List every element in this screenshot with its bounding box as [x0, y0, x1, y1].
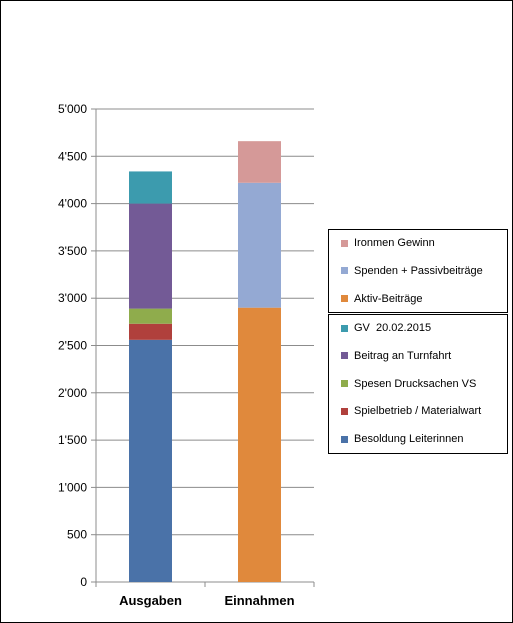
- legend-label: Beitrag an Turnfahrt: [354, 349, 452, 362]
- y-tick-label: 4'500: [58, 149, 87, 163]
- legend-swatch: [341, 435, 348, 443]
- x-category-label: Einnahmen: [224, 593, 294, 608]
- legend-swatch: [341, 239, 348, 247]
- legend-swatch: [341, 295, 348, 303]
- legend-label: Ironmen Gewinn: [354, 237, 435, 249]
- y-tick-label: 3'000: [58, 291, 87, 305]
- y-tick-label: 2'000: [58, 386, 87, 400]
- legend-label: GV 20.02.2015: [354, 322, 432, 334]
- bar-segment: [129, 308, 172, 324]
- bar-segment: [238, 141, 281, 183]
- legend-swatch: [341, 352, 348, 360]
- y-tick-label: 500: [67, 528, 87, 542]
- legend-item: GV 20.02.2015: [341, 321, 431, 335]
- bar-segment: [238, 182, 281, 308]
- bar-segment: [238, 307, 281, 582]
- y-tick-label: 4'000: [58, 197, 87, 211]
- bar-segment: [129, 339, 172, 582]
- legend-item: Aktiv-Beiträge: [341, 292, 422, 306]
- legend-item: Besoldung Leiterinnen: [341, 432, 463, 446]
- y-tick-label: 3'500: [58, 244, 87, 258]
- y-tick-label: 2'500: [58, 339, 87, 353]
- legend-swatch: [341, 380, 348, 388]
- bar-segment: [129, 323, 172, 340]
- y-tick-label: 1'000: [58, 480, 87, 494]
- legend-label: Spenden + Passivbeiträge: [354, 264, 483, 277]
- legend-income: Ironmen Gewinn Spenden + Passivbeiträge Ak…: [328, 229, 508, 313]
- legend-label: Spielbetrieb / Materialwart: [354, 405, 482, 418]
- legend-item: Beitrag an Turnfahrt: [341, 349, 451, 363]
- x-category-label: Ausgaben: [119, 593, 182, 608]
- legend-swatch: [341, 407, 348, 415]
- legend-label: Besoldung Leiterinnen: [354, 433, 464, 446]
- y-tick-label: 0: [80, 575, 87, 589]
- legend-item: Ironmen Gewinn: [341, 236, 435, 250]
- y-tick-label: 1'500: [58, 433, 87, 447]
- legend-label: Aktiv-Beiträge: [354, 292, 423, 305]
- legend-item: Spesen Drucksachen VS: [341, 377, 476, 391]
- legend-item: Spielbetrieb / Materialwart: [341, 404, 481, 418]
- legend-label: Spesen Drucksachen VS: [354, 377, 477, 390]
- y-tick-label: 5'000: [58, 102, 87, 116]
- legend-swatch: [341, 267, 348, 275]
- legend-expenses: GV 20.02.2015 Beitrag an Turnfahrt Spesen …: [328, 314, 508, 454]
- bar-segment: [129, 171, 172, 204]
- bar-segment: [129, 203, 172, 309]
- legend-item: Spenden + Passivbeiträge: [341, 264, 483, 278]
- legend-swatch: [341, 324, 348, 332]
